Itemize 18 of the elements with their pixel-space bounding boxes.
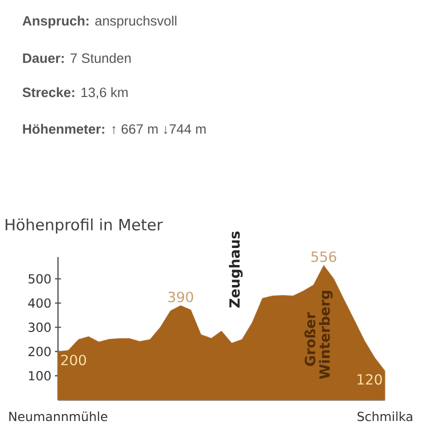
x-tick-label: Schmilka — [358, 412, 412, 422]
y-tick-label: 200 — [28, 346, 51, 356]
annotation: Großer Winterberg — [304, 290, 333, 379]
data-label: 390 — [168, 292, 194, 302]
y-tick-label: 500 — [28, 274, 51, 284]
data-label: 556 — [311, 251, 336, 262]
y-tick-label: 100 — [28, 371, 51, 380]
y-tick-label: 400 — [28, 298, 51, 308]
y-tick-label: 300 — [28, 322, 51, 332]
annotation: Zeughaus — [228, 232, 243, 308]
text: Höhenmeter: ↑ 667 m ↓744 m — [23, 124, 206, 134]
chart-title: Höhenprofil in Meter — [6, 218, 163, 234]
text: Anspruch: anspruchsvoll — [22, 16, 176, 28]
text: Dauer: 7 Stunden — [23, 53, 131, 63]
text: Strecke: 13,6 km — [22, 87, 128, 99]
data-label: 120 — [358, 374, 382, 385]
data-label: 200 — [61, 354, 86, 366]
x-tick-label: Neumannmühle — [9, 412, 108, 422]
